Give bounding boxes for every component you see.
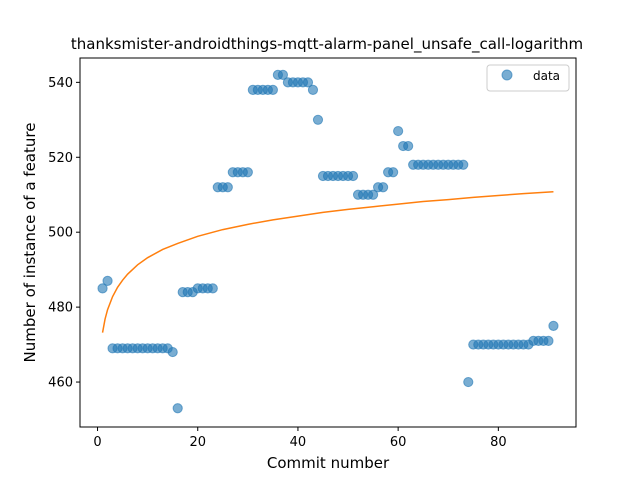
x-axis: 0 20 40 60 80 (93, 427, 507, 450)
x-tick-label: 40 (290, 435, 307, 450)
x-axis-title: Commit number (267, 454, 390, 472)
plot-frame (79, 57, 577, 428)
data-point (367, 189, 379, 200)
data-point (548, 320, 559, 331)
data-point (388, 167, 399, 178)
data-point (347, 170, 359, 182)
data-point (307, 84, 319, 95)
data-point (102, 275, 113, 286)
data-point (312, 114, 324, 125)
data-point (167, 346, 178, 358)
legend: data (486, 64, 570, 92)
data-point (222, 182, 233, 193)
data-point (403, 140, 414, 152)
data-point (242, 167, 253, 178)
data-point (393, 125, 404, 137)
plot-background (80, 58, 576, 427)
y-axis-title: Number of instance of a feature (21, 123, 39, 363)
data-point (207, 283, 218, 294)
fit-line-layer (101, 190, 554, 333)
x-tick-label: 20 (189, 435, 206, 450)
plot-area (79, 57, 577, 428)
x-tick-label: 80 (490, 435, 507, 450)
y-axis: 460 480 500 520 540 (48, 76, 80, 391)
data-point (302, 77, 314, 88)
data-points-layer (97, 69, 559, 414)
data-point (97, 283, 108, 294)
y-tick-label: 460 (48, 376, 73, 391)
y-tick-label: 520 (48, 151, 73, 166)
data-point (267, 84, 278, 95)
x-tick-label: 0 (93, 435, 101, 450)
data-point (172, 403, 183, 414)
data-point (458, 159, 469, 170)
y-tick-label: 480 (48, 301, 73, 316)
fit-line (101, 190, 554, 333)
y-tick-label: 540 (48, 76, 73, 91)
x-tick-label: 60 (390, 435, 407, 450)
chart-title: thanksmister-androidthings-mqtt-alarm-pa… (71, 35, 583, 54)
data-point (543, 335, 554, 346)
data-point (277, 69, 289, 80)
legend-label: data (533, 69, 560, 83)
legend-marker (501, 69, 513, 81)
data-point (463, 376, 474, 388)
y-tick-label: 500 (48, 226, 73, 241)
data-point (378, 182, 389, 193)
